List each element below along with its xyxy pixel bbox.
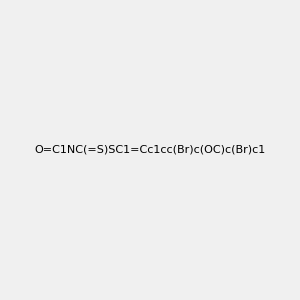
Text: O=C1NC(=S)SC1=Cc1cc(Br)c(OC)c(Br)c1: O=C1NC(=S)SC1=Cc1cc(Br)c(OC)c(Br)c1 bbox=[34, 145, 266, 155]
